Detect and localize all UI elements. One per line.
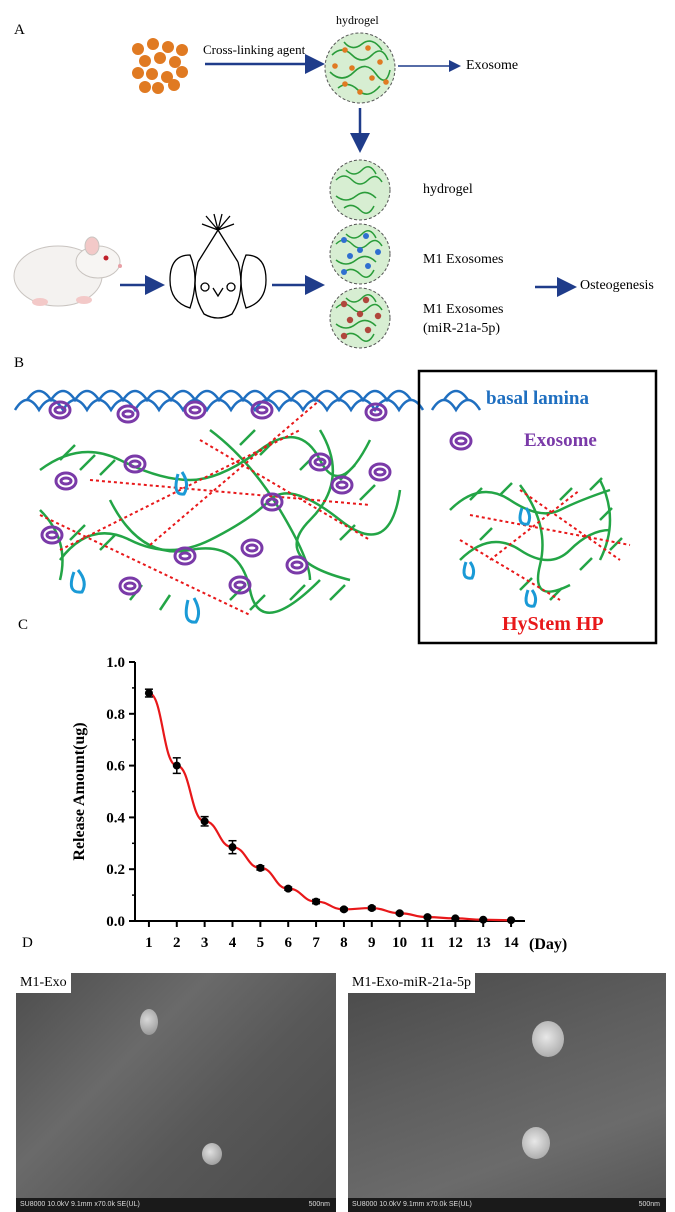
x-tick-label: 3: [201, 935, 209, 951]
x-tick-label: 7: [312, 935, 320, 951]
m1-mir-label-line1: M1 Exosomes: [423, 302, 504, 317]
rat-illustration: [13, 236, 122, 307]
hydrogel-sphere-plain: [329, 159, 391, 221]
panel-d-letter: D: [22, 935, 33, 951]
data-point: [507, 916, 516, 925]
x-tick-label: 11: [420, 935, 434, 951]
legend-hystem-label: HyStem HP: [502, 613, 604, 635]
data-point: [367, 904, 376, 913]
data-point: [284, 884, 293, 893]
x-tick-label: 4: [229, 935, 237, 951]
data-point: [172, 761, 181, 770]
hydrogel-top-label: hydrogel: [336, 13, 379, 27]
x-tick-label: 5: [257, 935, 265, 951]
sem-left-footer: SU8000 10.0kV 9.1mm x70.0k SE(UL): [16, 1198, 336, 1212]
exosome-particle-cluster: [132, 38, 188, 94]
basal-lamina: [13, 389, 425, 413]
data-point: [228, 843, 237, 852]
y-tick-label: 0.8: [106, 707, 125, 723]
crosslink-label: Cross-linking agent: [203, 42, 306, 57]
hystem-dotted: [39, 399, 371, 616]
y-tick-label: 0.0: [106, 914, 125, 930]
x-tick-label: 8: [340, 935, 348, 951]
y-tick-label: 0.4: [106, 810, 125, 826]
panel-a-diagram: [13, 32, 577, 349]
series-line: [148, 691, 512, 922]
exosome-label: Exosome: [466, 58, 519, 73]
hystem-strands: [39, 429, 402, 614]
y-tick-label: 0.2: [106, 862, 125, 878]
sem-right-title: M1-Exo-miR-21a-5p: [348, 973, 475, 993]
data-point: [200, 817, 209, 826]
sem-right-footer: SU8000 10.0kV 9.1mm x70.0k SE(UL): [348, 1198, 666, 1212]
sem-left-title: M1-Exo: [16, 973, 71, 993]
data-point: [144, 689, 153, 698]
x-tick-label: 6: [284, 935, 292, 951]
m1-exosomes-label: M1 Exosomes: [423, 252, 504, 267]
y-axis-label: Release Amount(ug): [71, 722, 88, 860]
hydrogel-label: hydrogel: [423, 182, 473, 197]
x-tick-label: 1: [145, 935, 153, 951]
osteogenesis-label: Osteogenesis: [580, 278, 654, 293]
panel-b-diagram: [13, 369, 658, 645]
x-axis-label: (Day): [529, 936, 567, 953]
data-point: [256, 863, 265, 872]
legend-box: [417, 369, 658, 645]
sem-left-scale: 500nm: [308, 1201, 330, 1208]
y-tick-label: 1.0: [106, 655, 125, 671]
hydrogel-sphere-top: [324, 32, 396, 104]
data-point: [451, 914, 460, 923]
blue-loops: [69, 471, 201, 624]
sem-image-left: M1-Exo SU8000 10.0kV 9.1mm x70.0k SE(UL)…: [16, 973, 336, 1212]
mouse-face-drawing: [169, 213, 267, 319]
legend-exosome-icon: [449, 431, 473, 451]
panel-b-letter: B: [14, 355, 25, 371]
sem-particle: [140, 1009, 158, 1035]
panel-c-letter: C: [18, 617, 29, 633]
x-tick-label: 14: [504, 935, 520, 951]
hydrogel-sphere-m1-mir: [329, 287, 391, 349]
data-point: [479, 915, 488, 924]
exosome-rings: [40, 400, 392, 596]
legend-basal-icon: [430, 389, 482, 413]
data-point: [312, 897, 321, 906]
x-tick-label: 13: [476, 935, 491, 951]
panel-a-letter: A: [14, 22, 25, 38]
legend-exosome-label: Exosome: [524, 430, 597, 451]
x-tick-label: 2: [173, 935, 181, 951]
x-tick-label: 12: [448, 935, 463, 951]
x-tick-label: 10: [392, 935, 407, 951]
sem-particle: [202, 1143, 222, 1165]
legend-basal-label: basal lamina: [486, 388, 589, 409]
x-tick-label: 9: [368, 935, 376, 951]
m1-mir-label-line2: (miR-21a-5p): [423, 321, 500, 336]
release-chart: 0.00.20.40.60.81.01 2 3 4 5 6 7 8 9 10 11 12 13 14 (Da…: [71, 655, 567, 953]
sem-right-scale: 500nm: [638, 1201, 660, 1208]
sem-image-right: M1-Exo-miR-21a-5p SU8000 10.0kV 9.1mm x7…: [348, 973, 666, 1212]
hydrogel-sphere-m1: [329, 223, 391, 285]
data-point: [395, 909, 404, 918]
y-tick-label: 0.6: [106, 759, 125, 775]
sem-particle: [532, 1021, 564, 1057]
sem-particle: [522, 1127, 550, 1159]
data-point: [423, 913, 432, 922]
data-point: [339, 905, 348, 914]
legend-hystem-icon: [449, 477, 631, 608]
